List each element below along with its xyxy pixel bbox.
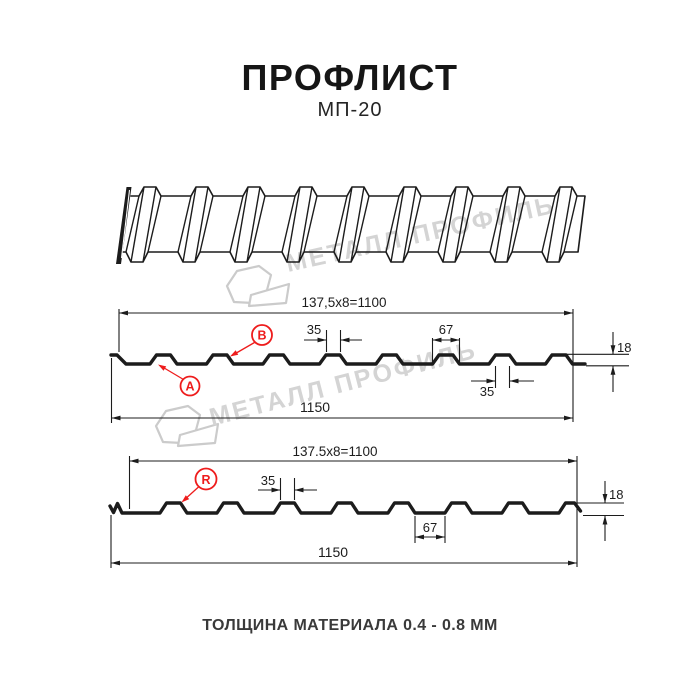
dim-base-width: 67 bbox=[423, 520, 437, 535]
watermark-logo bbox=[225, 264, 291, 308]
dim-total-width: 1150 bbox=[318, 544, 348, 560]
sheet-3d-view bbox=[116, 186, 586, 264]
watermark-text: МЕТАЛЛ ПРОФИЛЬ bbox=[206, 336, 479, 432]
thickness-caption: ТОЛЩИНА МАТЕРИАЛА 0.4 - 0.8 ММ bbox=[202, 617, 498, 634]
model-label: МП-20 bbox=[317, 99, 383, 121]
dim-crest-width: 35 bbox=[261, 473, 275, 488]
label-r: R bbox=[201, 473, 210, 487]
label-a: А bbox=[185, 380, 194, 394]
profile-section-bottom: 137.5x8=1100 35 67 18 1150 R bbox=[108, 444, 624, 568]
dim-crest-width-bottom: 35 bbox=[480, 384, 494, 399]
label-b: В bbox=[257, 329, 266, 343]
dim-crest-width: 35 bbox=[307, 322, 321, 337]
label-r-circle bbox=[194, 467, 218, 491]
dim-base-width: 67 bbox=[439, 322, 453, 337]
watermark-logo bbox=[154, 404, 220, 448]
dim-height: 18 bbox=[609, 487, 623, 502]
dim-total-width: 1150 bbox=[300, 399, 330, 415]
dim-height: 18 bbox=[617, 340, 631, 355]
dim-working-width: 137,5x8=1100 bbox=[302, 295, 387, 310]
label-a-circle bbox=[179, 375, 201, 397]
dim-working-width: 137.5x8=1100 bbox=[293, 444, 378, 459]
page-title: ПРОФЛИСТ bbox=[241, 57, 459, 98]
label-b-circle bbox=[251, 324, 273, 346]
profile-section-top: 137,5x8=1100 35 67 18 35 1150 А В bbox=[109, 295, 631, 423]
